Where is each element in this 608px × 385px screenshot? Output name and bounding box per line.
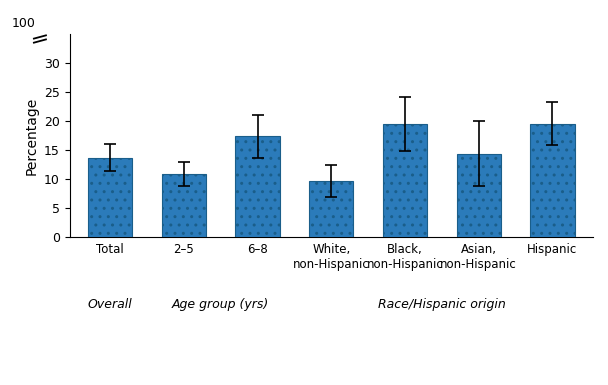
Text: 100: 100	[12, 17, 35, 30]
Bar	[383, 124, 427, 237]
Bar	[530, 124, 575, 237]
Bar	[235, 136, 280, 237]
Y-axis label: Percentage: Percentage	[24, 97, 38, 175]
Bar	[88, 158, 132, 237]
Bar	[162, 174, 206, 237]
Bar	[457, 154, 501, 237]
Bar	[309, 181, 353, 237]
Text: Race/Hispanic origin: Race/Hispanic origin	[378, 298, 506, 311]
Text: Overall: Overall	[88, 298, 133, 311]
Text: Age group (yrs): Age group (yrs)	[172, 298, 269, 311]
